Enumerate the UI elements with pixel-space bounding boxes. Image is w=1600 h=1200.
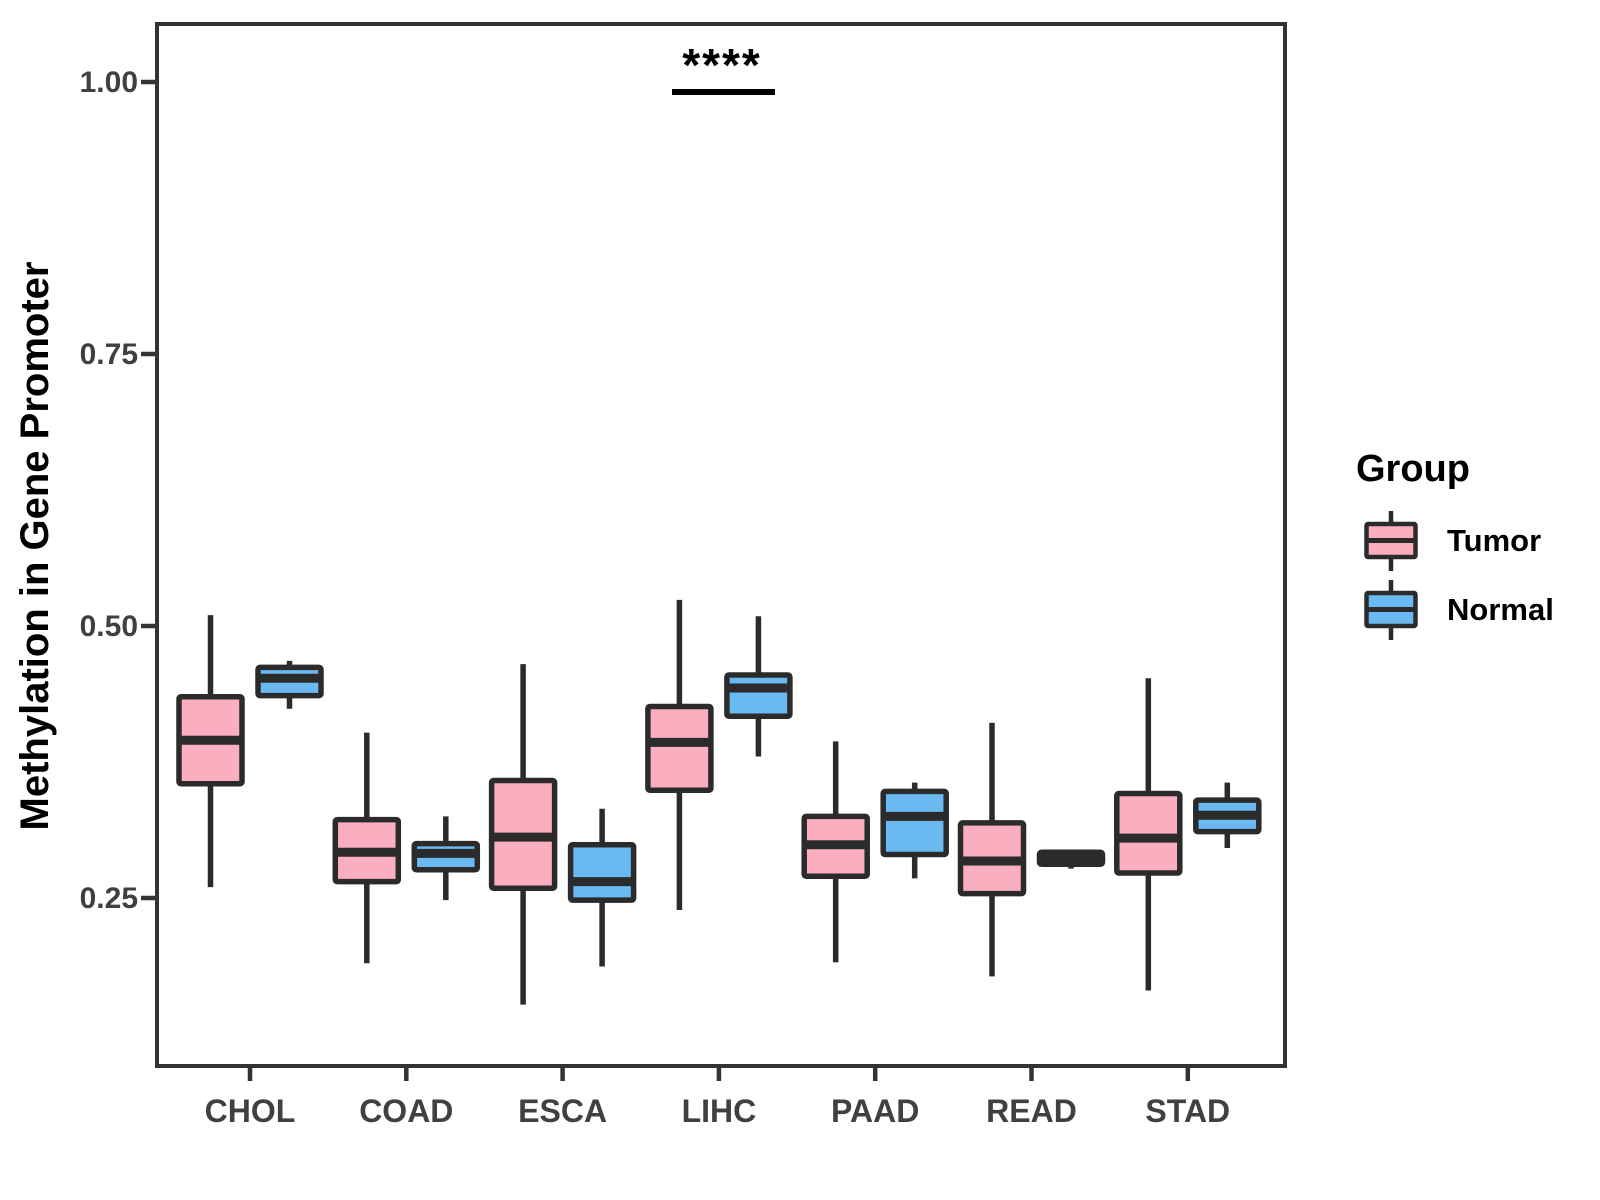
box-normal-esca bbox=[567, 841, 637, 903]
x-tick-label-read: READ bbox=[986, 1093, 1077, 1129]
y-tick-label: 0.25 bbox=[80, 882, 138, 915]
y-axis-title: Methylation in Gene Promoter bbox=[13, 261, 57, 831]
x-tick-label-coad: COAD bbox=[359, 1093, 453, 1129]
legend-title: Group bbox=[1356, 448, 1470, 490]
legend-key-normal-icon bbox=[1364, 580, 1418, 640]
legend-key-tumor-icon bbox=[1364, 511, 1418, 571]
box-tumor-lihc bbox=[645, 703, 714, 794]
x-tick-label-chol: CHOL bbox=[205, 1093, 296, 1129]
y-tick-label: 0.75 bbox=[80, 338, 138, 371]
box-tumor-stad bbox=[1114, 790, 1183, 876]
x-tick-label-esca: ESCA bbox=[518, 1093, 607, 1129]
x-tick-label-stad: STAD bbox=[1145, 1093, 1230, 1129]
legend-label-tumor: Tumor bbox=[1447, 523, 1542, 558]
box-normal-lihc bbox=[724, 672, 793, 720]
box-normal-paad bbox=[880, 788, 949, 858]
significance-bar bbox=[672, 89, 775, 95]
y-tick-label: 1.00 bbox=[80, 66, 138, 99]
panel-border bbox=[155, 22, 1287, 1068]
legend-label-normal: Normal bbox=[1447, 592, 1554, 627]
x-tick-label-paad: PAAD bbox=[831, 1093, 919, 1129]
legend: Group Tumor Normal bbox=[1330, 435, 1590, 655]
y-tick-label: 0.50 bbox=[80, 610, 138, 643]
x-tick-label-lihc: LIHC bbox=[682, 1093, 757, 1129]
significance-asterisks: **** bbox=[682, 39, 762, 91]
